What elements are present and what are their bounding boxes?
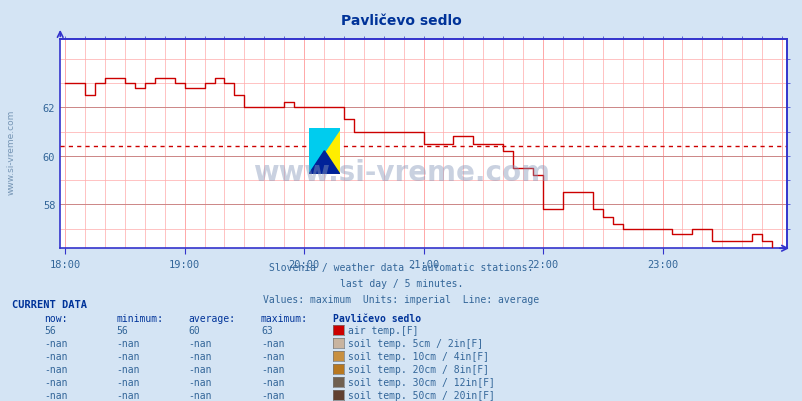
Polygon shape <box>309 152 339 174</box>
Text: Pavličevo sedlo: Pavličevo sedlo <box>341 14 461 28</box>
Text: Slovenia / weather data - automatic stations.: Slovenia / weather data - automatic stat… <box>269 263 533 273</box>
Text: -nan: -nan <box>116 377 140 387</box>
Text: soil temp. 5cm / 2in[F]: soil temp. 5cm / 2in[F] <box>347 338 482 348</box>
Text: -nan: -nan <box>188 338 212 348</box>
Text: -nan: -nan <box>188 364 212 374</box>
Text: average:: average: <box>188 313 236 323</box>
Text: maximum:: maximum: <box>261 313 308 323</box>
Text: soil temp. 20cm / 8in[F]: soil temp. 20cm / 8in[F] <box>347 364 488 374</box>
Text: -nan: -nan <box>261 390 284 400</box>
Text: -nan: -nan <box>188 390 212 400</box>
Text: -nan: -nan <box>261 377 284 387</box>
Text: 63: 63 <box>261 326 273 336</box>
Text: last day / 5 minutes.: last day / 5 minutes. <box>339 279 463 289</box>
Text: -nan: -nan <box>116 338 140 348</box>
Text: -nan: -nan <box>261 351 284 361</box>
Text: -nan: -nan <box>116 390 140 400</box>
Text: -nan: -nan <box>116 364 140 374</box>
Text: -nan: -nan <box>44 390 67 400</box>
Text: -nan: -nan <box>44 338 67 348</box>
Text: -nan: -nan <box>261 338 284 348</box>
Text: -nan: -nan <box>44 351 67 361</box>
Text: now:: now: <box>44 313 67 323</box>
Text: minimum:: minimum: <box>116 313 164 323</box>
Text: soil temp. 30cm / 12in[F]: soil temp. 30cm / 12in[F] <box>347 377 494 387</box>
Text: soil temp. 10cm / 4in[F]: soil temp. 10cm / 4in[F] <box>347 351 488 361</box>
Text: Pavličevo sedlo: Pavličevo sedlo <box>333 313 421 323</box>
Text: -nan: -nan <box>44 364 67 374</box>
Text: air temp.[F]: air temp.[F] <box>347 326 418 336</box>
Text: CURRENT DATA: CURRENT DATA <box>12 299 87 309</box>
Text: Values: maximum  Units: imperial  Line: average: Values: maximum Units: imperial Line: av… <box>263 295 539 305</box>
Text: -nan: -nan <box>188 351 212 361</box>
Text: 56: 56 <box>116 326 128 336</box>
Polygon shape <box>309 128 339 174</box>
Text: -nan: -nan <box>44 377 67 387</box>
Text: 60: 60 <box>188 326 200 336</box>
Text: www.si-vreme.com: www.si-vreme.com <box>6 110 15 195</box>
Polygon shape <box>309 128 339 174</box>
Text: -nan: -nan <box>188 377 212 387</box>
Text: soil temp. 50cm / 20in[F]: soil temp. 50cm / 20in[F] <box>347 390 494 400</box>
Text: -nan: -nan <box>261 364 284 374</box>
Text: 56: 56 <box>44 326 56 336</box>
Text: -nan: -nan <box>116 351 140 361</box>
Text: www.si-vreme.com: www.si-vreme.com <box>253 158 549 186</box>
